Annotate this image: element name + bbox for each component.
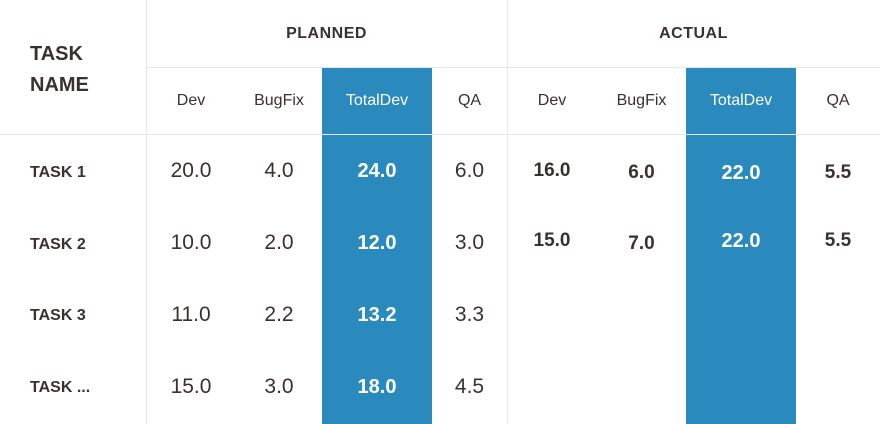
planned-bugfix-cell: 2.2 <box>264 303 294 326</box>
actual-totaldev-highlight <box>686 68 796 424</box>
planned-totaldev-highlight <box>322 68 432 424</box>
planned-bugfix-cell: 3.0 <box>264 375 294 398</box>
planned-dev-header: Dev <box>176 92 206 109</box>
actual-qa-header: QA <box>826 92 850 109</box>
actual-totaldev-cell <box>686 282 796 348</box>
planned-totaldev-cell: 12.0 <box>357 231 397 254</box>
actual-qa-cell <box>796 282 880 348</box>
actual-totaldev-cell <box>686 354 796 420</box>
actual-dev-header: Dev <box>537 92 567 109</box>
actual-bugfix-cell <box>597 282 686 348</box>
planned-totaldev-header: TotalDev <box>345 92 409 109</box>
planned-totaldev-cell: 24.0 <box>357 159 397 182</box>
grid-line-planned-actual <box>507 0 508 424</box>
grid-line-group-header <box>146 67 880 68</box>
planned-group-header: PLANNED <box>286 24 367 42</box>
row-task-label: TASK 1 <box>30 164 86 181</box>
planned-qa-cell: 4.5 <box>454 375 485 398</box>
row-task-label: TASK ... <box>30 379 91 396</box>
actual-dev-cell <box>507 354 597 420</box>
planned-bugfix-cell: 4.0 <box>264 159 294 182</box>
planned-totaldev-cell: 13.2 <box>357 303 397 326</box>
actual-qa-cell: 5.5 <box>824 230 852 251</box>
grid-line-sub-header <box>0 134 880 135</box>
actual-dev-cell <box>507 282 597 348</box>
actual-qa-cell: 5.5 <box>824 162 852 183</box>
planned-qa-cell: 3.0 <box>454 231 485 254</box>
row-task-label: TASK 3 <box>30 307 86 324</box>
planned-bugfix-cell: 2.0 <box>264 231 294 254</box>
planned-totaldev-cell: 18.0 <box>357 375 397 398</box>
planned-qa-cell: 3.3 <box>454 303 485 326</box>
planned-qa-header: QA <box>457 92 482 109</box>
row-task-label: TASK 2 <box>30 236 86 253</box>
actual-dev-cell: 15.0 <box>533 230 571 251</box>
planned-qa-cell: 6.0 <box>454 159 485 182</box>
task-name-header: TASK NAME <box>30 43 89 96</box>
planned-dev-cell: 20.0 <box>170 159 212 182</box>
actual-totaldev-cell: 22.0 <box>721 161 761 184</box>
actual-dev-cell: 16.0 <box>533 160 571 181</box>
actual-bugfix-cell: 6.0 <box>628 162 655 183</box>
actual-bugfix-header: BugFix <box>616 92 667 109</box>
grid-line-task-column <box>146 0 147 424</box>
actual-totaldev-header: TotalDev <box>709 92 773 109</box>
actual-bugfix-cell: 7.0 <box>628 233 655 254</box>
actual-group-header: ACTUAL <box>659 24 728 42</box>
planned-dev-cell: 10.0 <box>170 231 212 254</box>
actual-totaldev-cell: 22.0 <box>721 229 761 252</box>
planned-bugfix-header: BugFix <box>254 92 304 109</box>
actual-qa-cell <box>796 354 880 420</box>
actual-bugfix-cell <box>597 354 686 420</box>
planned-dev-cell: 11.0 <box>171 303 211 326</box>
planned-dev-cell: 15.0 <box>170 375 212 398</box>
